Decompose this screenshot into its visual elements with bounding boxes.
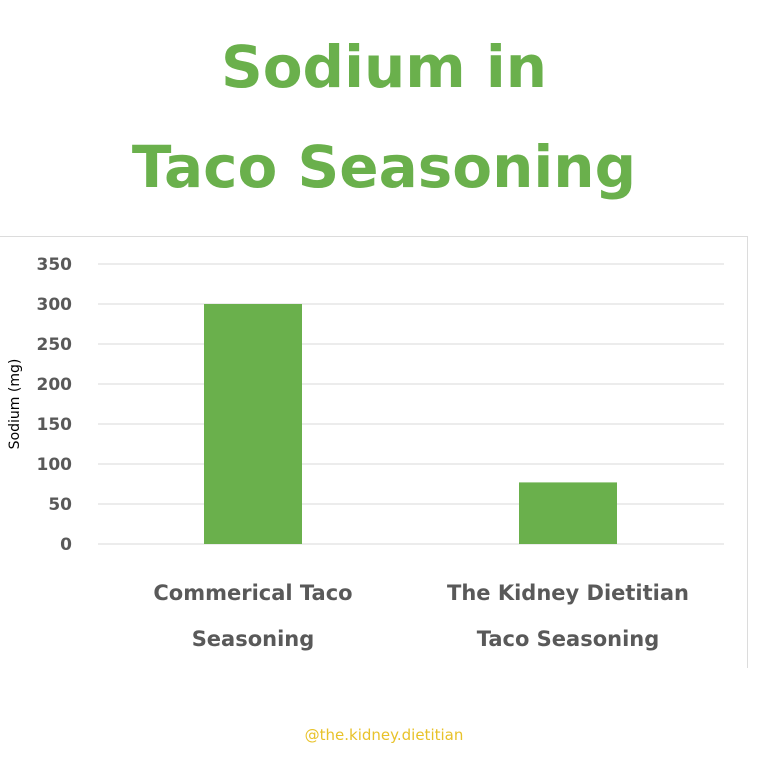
bar-chart: 0 50 100 150 200 250 300 350 Sodium (mg) Commeric…	[7, 255, 724, 651]
x-category-label: Taco Seasoning	[477, 627, 660, 651]
y-tick-label: 150	[37, 415, 73, 435]
chart-title-line-1: Sodium in	[220, 33, 548, 101]
x-category-label: The Kidney Dietitian	[447, 581, 689, 605]
x-category-label: Commerical Taco	[153, 581, 352, 605]
chart-frame	[0, 236, 748, 668]
x-category-label: Seasoning	[192, 627, 315, 651]
y-axis-label: Sodium (mg)	[7, 359, 23, 450]
bar-1	[519, 482, 617, 544]
y-tick-label: 50	[48, 495, 72, 515]
y-tick-label: 0	[60, 535, 72, 555]
watermark-handle: @the.kidney.dietitian	[304, 726, 464, 744]
y-tick-label: 350	[37, 255, 73, 275]
y-tick-label: 300	[37, 295, 73, 315]
y-tick-label: 100	[37, 455, 73, 475]
chart-title-line-2: Taco Seasoning	[131, 133, 637, 201]
y-tick-label: 250	[37, 335, 73, 355]
y-tick-label: 200	[37, 375, 73, 395]
bar-0	[204, 304, 302, 544]
